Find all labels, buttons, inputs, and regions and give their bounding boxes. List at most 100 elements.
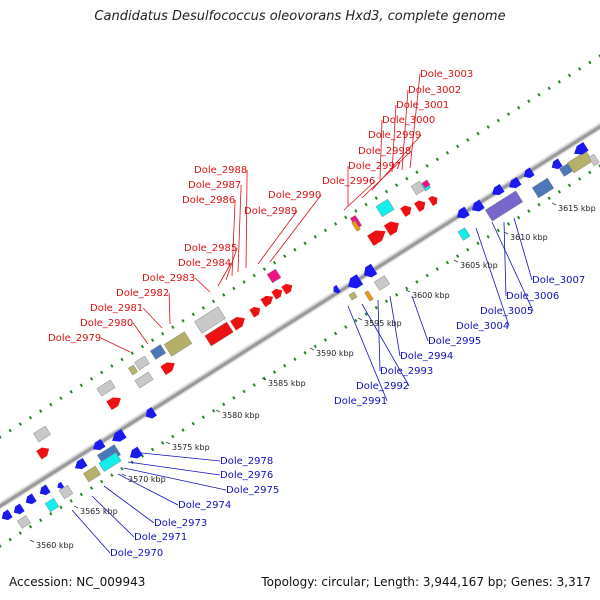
forward-gene-label[interactable]: Dole_2996 bbox=[322, 176, 375, 187]
gene-arrow[interactable] bbox=[469, 199, 485, 215]
gene-feature[interactable] bbox=[375, 198, 395, 218]
reverse-gene-label[interactable]: Dole_2975 bbox=[226, 485, 279, 496]
gene-arrow[interactable] bbox=[454, 206, 470, 222]
gene-arrow[interactable] bbox=[23, 493, 37, 507]
gene-arrow[interactable] bbox=[331, 285, 341, 295]
gene-arrow[interactable] bbox=[11, 503, 25, 517]
forward-gene-label[interactable]: Dole_2999 bbox=[368, 130, 421, 141]
gene-arrow[interactable] bbox=[271, 287, 284, 300]
gene-feature[interactable] bbox=[588, 153, 600, 167]
gene-feature[interactable] bbox=[421, 179, 431, 189]
reverse-gene-label[interactable]: Dole_2991 bbox=[334, 396, 387, 407]
gene-feature[interactable] bbox=[266, 268, 282, 284]
forward-gene-label[interactable]: Dole_3002 bbox=[408, 85, 461, 96]
gene-feature[interactable] bbox=[163, 331, 193, 357]
reverse-gene-label[interactable]: Dole_2970 bbox=[110, 548, 163, 559]
forward-gene-label[interactable]: Dole_3003 bbox=[420, 69, 473, 80]
gene-arrow[interactable] bbox=[249, 305, 262, 318]
gene-feature[interactable] bbox=[96, 379, 116, 397]
gene-arrow[interactable] bbox=[367, 226, 389, 246]
forward-gene-label[interactable]: Dole_2985 bbox=[184, 243, 237, 254]
gene-arrow[interactable] bbox=[37, 484, 51, 498]
gene-arrow[interactable] bbox=[281, 282, 294, 295]
forward-gene-label[interactable]: Dole_2987 bbox=[188, 180, 241, 191]
gene-arrow[interactable] bbox=[56, 481, 65, 490]
outer-guide-dot bbox=[18, 422, 22, 426]
gene-feature[interactable] bbox=[134, 371, 154, 389]
reverse-gene-label[interactable]: Dole_2992 bbox=[356, 381, 409, 392]
reverse-gene-label[interactable]: Dole_2995 bbox=[428, 336, 481, 347]
forward-gene-label[interactable]: Dole_2981 bbox=[90, 303, 143, 314]
gene-arrow[interactable] bbox=[507, 176, 522, 191]
gene-feature[interactable] bbox=[204, 321, 234, 347]
forward-gene-label[interactable]: Dole_2980 bbox=[80, 318, 133, 329]
gene-feature[interactable] bbox=[33, 425, 51, 443]
gene-feature[interactable] bbox=[364, 290, 374, 302]
gene-feature[interactable] bbox=[17, 515, 31, 529]
forward-gene-label[interactable]: Dole_3000 bbox=[382, 115, 435, 126]
gene-arrow[interactable] bbox=[414, 198, 428, 212]
forward-gene-label[interactable]: Dole_2979 bbox=[48, 333, 101, 344]
reverse-gene-label[interactable]: Dole_3004 bbox=[456, 321, 509, 332]
forward-gene-label[interactable]: Dole_2988 bbox=[194, 165, 247, 176]
gene-arrow[interactable] bbox=[36, 445, 51, 460]
gene-features[interactable] bbox=[0, 142, 600, 529]
gene-feature[interactable] bbox=[44, 497, 60, 513]
gene-feature[interactable] bbox=[134, 355, 150, 371]
reverse-gene-label[interactable]: Dole_2994 bbox=[400, 351, 453, 362]
forward-gene-label[interactable]: Dole_2997 bbox=[348, 161, 401, 172]
reverse-gene-label[interactable]: Dole_2973 bbox=[154, 518, 207, 529]
forward-gene-label[interactable]: Dole_2990 bbox=[268, 190, 321, 201]
gene-feature[interactable] bbox=[83, 465, 101, 483]
gene-arrow[interactable] bbox=[400, 203, 414, 217]
gene-arrow[interactable] bbox=[73, 457, 88, 472]
reverse-gene-label[interactable]: Dole_2993 bbox=[380, 366, 433, 377]
reverse-gene-label[interactable]: Dole_2976 bbox=[220, 470, 273, 481]
gene-feature[interactable] bbox=[373, 275, 391, 291]
gene-arrow[interactable] bbox=[230, 314, 248, 331]
reverse-gene-label[interactable]: Dole_2971 bbox=[134, 532, 187, 543]
gene-arrow[interactable] bbox=[143, 407, 157, 421]
gene-arrow[interactable] bbox=[0, 509, 13, 523]
reverse-gene-label[interactable]: Dole_3007 bbox=[532, 275, 585, 286]
gene-feature[interactable] bbox=[128, 364, 138, 376]
gene-arrow[interactable] bbox=[549, 158, 563, 172]
gene-labels[interactable]: Dole_3003 Dole_3002 Dole_3001 Dole_3000 Dole… bbox=[48, 69, 585, 559]
gene-feature[interactable] bbox=[531, 177, 555, 199]
gene-arrow[interactable] bbox=[160, 359, 177, 375]
gene-arrow[interactable] bbox=[345, 274, 364, 292]
gene-arrow[interactable] bbox=[361, 263, 378, 281]
gene-arrow[interactable] bbox=[428, 194, 440, 206]
gene-feature[interactable] bbox=[194, 306, 226, 334]
gene-feature[interactable] bbox=[485, 190, 523, 222]
gene-arrow[interactable] bbox=[106, 394, 123, 410]
gene-arrow[interactable] bbox=[383, 218, 402, 236]
gene-arrow[interactable] bbox=[109, 429, 127, 445]
gene-feature[interactable] bbox=[98, 452, 122, 472]
gene-feature[interactable] bbox=[58, 484, 74, 500]
forward-gene-label[interactable]: Dole_2986 bbox=[182, 195, 235, 206]
gene-arrow[interactable] bbox=[571, 142, 589, 158]
forward-gene-label[interactable]: Dole_2984 bbox=[178, 258, 231, 269]
reverse-gene-label[interactable]: Dole_2974 bbox=[178, 500, 231, 511]
reverse-gene-label[interactable]: Dole_3005 bbox=[480, 306, 533, 317]
gene-arrow[interactable] bbox=[521, 167, 535, 181]
forward-gene-label[interactable]: Dole_3001 bbox=[396, 100, 449, 111]
gene-feature[interactable] bbox=[457, 227, 471, 241]
gene-arrow[interactable] bbox=[91, 438, 106, 453]
gene-arrow[interactable] bbox=[127, 446, 143, 462]
gene-feature[interactable] bbox=[351, 220, 361, 232]
gene-arrow[interactable] bbox=[490, 183, 505, 198]
forward-gene-label[interactable]: Dole_2998 bbox=[358, 146, 411, 157]
gene-feature[interactable] bbox=[149, 344, 167, 360]
reverse-gene-label[interactable]: Dole_2978 bbox=[220, 456, 273, 467]
gene-feature[interactable] bbox=[567, 150, 593, 174]
forward-gene-label[interactable]: Dole_2983 bbox=[142, 273, 195, 284]
reverse-gene-label[interactable]: Dole_3006 bbox=[506, 291, 559, 302]
forward-gene-label[interactable]: Dole_2989 bbox=[244, 206, 297, 217]
gene-feature[interactable] bbox=[348, 291, 358, 301]
inner-guide-dot bbox=[506, 222, 511, 226]
forward-gene-label[interactable]: Dole_2982 bbox=[116, 288, 169, 299]
gene-arrow[interactable] bbox=[260, 293, 276, 308]
